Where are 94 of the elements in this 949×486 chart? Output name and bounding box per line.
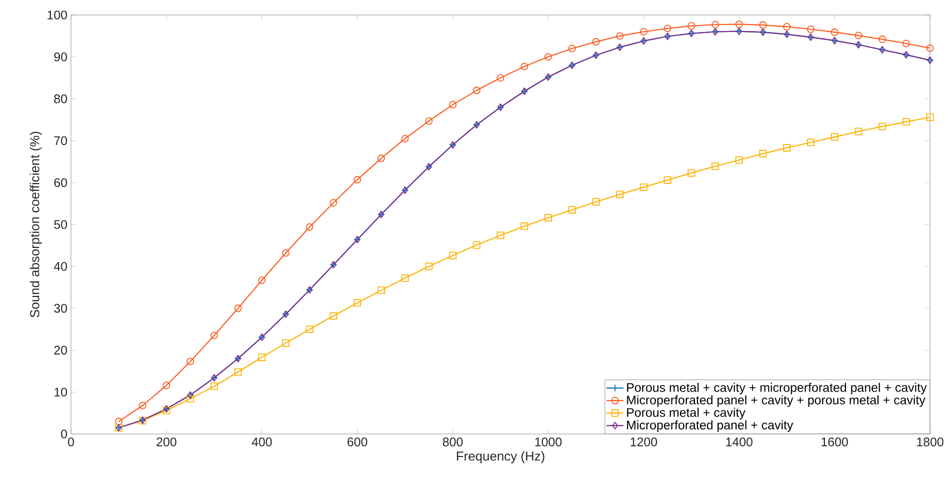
point	[330, 312, 338, 320]
point	[735, 20, 743, 28]
point	[401, 134, 409, 142]
y-tick-label: 10	[54, 388, 67, 397]
point	[186, 358, 194, 366]
point	[330, 198, 338, 206]
y-tick-label: 90	[54, 52, 67, 62]
x-tick-label: 600	[348, 438, 368, 446]
y-tick-label: 100	[48, 10, 67, 20]
point	[592, 198, 600, 206]
point	[234, 368, 242, 376]
x-tick-label: 400	[252, 438, 272, 446]
x-tick-label: 200	[156, 438, 176, 446]
point	[616, 190, 624, 198]
point	[592, 38, 600, 46]
point	[282, 339, 290, 347]
point	[425, 262, 433, 270]
point	[806, 25, 814, 33]
point	[138, 402, 146, 410]
point	[830, 133, 838, 141]
y-tick-label: 50	[54, 220, 67, 229]
point	[902, 118, 910, 126]
point	[258, 354, 266, 362]
point	[449, 100, 457, 108]
x-tick-label: 1200	[630, 438, 658, 446]
point	[926, 113, 934, 121]
point	[759, 21, 767, 29]
point	[759, 150, 767, 158]
point	[282, 249, 290, 257]
point	[664, 176, 672, 184]
point	[377, 154, 385, 162]
point	[664, 24, 672, 32]
point	[854, 128, 862, 136]
y-tick-label: 70	[54, 136, 67, 146]
x-tick-label: 1600	[822, 438, 848, 446]
y-tick-label: 40	[54, 262, 67, 271]
point	[640, 183, 648, 191]
point	[472, 86, 480, 94]
point	[520, 222, 528, 230]
point	[234, 304, 242, 312]
point	[544, 53, 552, 61]
x-axis-title: Frequency (Hz)	[456, 451, 544, 464]
point	[878, 122, 886, 130]
x-tick-label: 1000	[535, 438, 562, 446]
y-tick-label: 30	[54, 304, 67, 313]
y-tick-label: 0	[61, 430, 67, 438]
y-tick-label: 80	[54, 94, 67, 104]
point	[449, 252, 457, 260]
legend-label: Microperforated panel + cavity + porous metal + cavity	[627, 395, 926, 407]
x-tick-label: 0	[68, 438, 74, 446]
point	[712, 20, 720, 28]
y-tick-label: 60	[54, 178, 67, 188]
point	[114, 418, 122, 426]
point	[210, 332, 218, 340]
point	[162, 382, 170, 390]
legend-label: Microperforated panel + cavity	[627, 420, 794, 432]
point	[258, 276, 266, 284]
point	[377, 286, 385, 294]
point	[354, 176, 362, 184]
point	[306, 326, 314, 333]
point	[568, 206, 576, 214]
point	[688, 22, 696, 30]
x-tick-label: 1400	[726, 438, 752, 446]
point	[878, 36, 886, 44]
point	[496, 74, 504, 82]
point	[354, 299, 362, 307]
x-tick-label: 800	[442, 438, 463, 446]
legend-label: Porous metal + cavity	[627, 408, 746, 420]
point	[568, 44, 576, 52]
y-tick-label: 20	[54, 346, 67, 355]
point	[783, 144, 791, 152]
point	[496, 232, 504, 240]
point	[425, 117, 433, 125]
y-axis-title: Sound absorption coefficient (%)	[30, 132, 42, 318]
point	[712, 162, 720, 170]
point	[783, 22, 791, 30]
point	[616, 32, 624, 40]
point	[520, 62, 528, 70]
point	[306, 223, 314, 231]
point	[926, 44, 934, 52]
point	[830, 28, 838, 36]
point	[640, 28, 648, 36]
x-tick-label: 1800	[917, 438, 944, 446]
point	[210, 382, 218, 390]
point	[854, 32, 862, 40]
point	[902, 40, 910, 48]
point	[544, 214, 552, 222]
point	[735, 156, 743, 164]
point	[472, 241, 480, 249]
point	[186, 395, 194, 403]
point	[401, 274, 409, 282]
legend-label: Porous metal + cavity + microperforated panel + cavity	[627, 382, 927, 394]
point	[806, 138, 814, 146]
point	[688, 169, 696, 177]
